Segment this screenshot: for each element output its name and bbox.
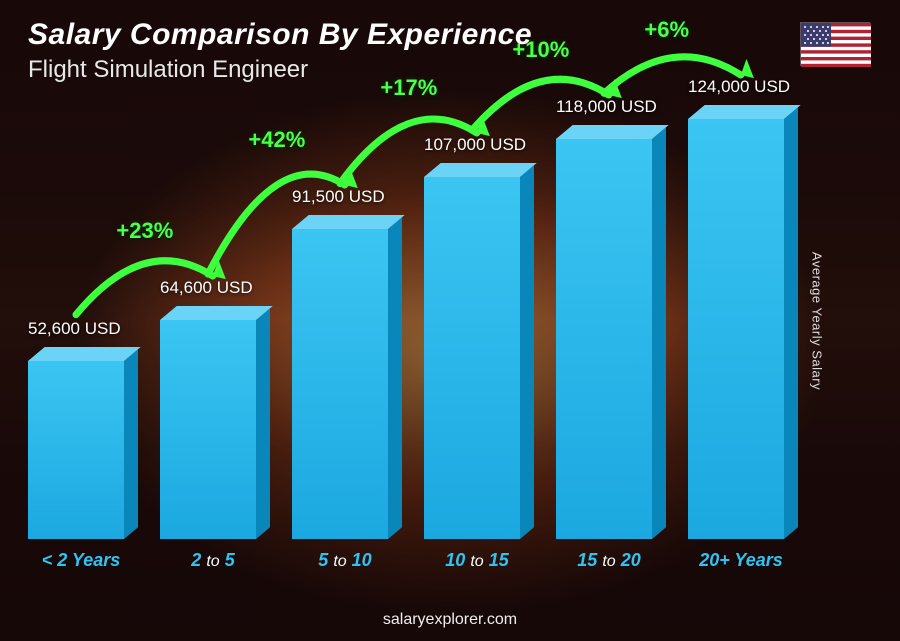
footer-credit: salaryexplorer.com <box>0 611 900 629</box>
increase-percent: +42% <box>248 127 305 153</box>
bar-category-label: 2 to 5 <box>148 550 278 571</box>
axis-label: Average Yearly Salary <box>809 251 824 389</box>
bar-category-label: 5 to 10 <box>280 550 410 571</box>
bar-category-label: 10 to 15 <box>412 550 542 571</box>
increase-percent: +6% <box>644 17 689 43</box>
bar-chart: 52,600 USD< 2 Years64,600 USD2 to 5+23%9… <box>28 100 840 571</box>
increase-percent: +23% <box>116 218 173 244</box>
bar-category-label: < 2 Years <box>16 550 146 571</box>
flag-icon <box>800 22 870 66</box>
header: Salary Comparison By Experience Flight S… <box>28 18 532 84</box>
page-title: Salary Comparison By Experience <box>28 18 532 52</box>
bar-category-label: 20+ Years <box>676 550 806 571</box>
page-subtitle: Flight Simulation Engineer <box>28 56 532 84</box>
bar-category-label: 15 to 20 <box>544 550 674 571</box>
